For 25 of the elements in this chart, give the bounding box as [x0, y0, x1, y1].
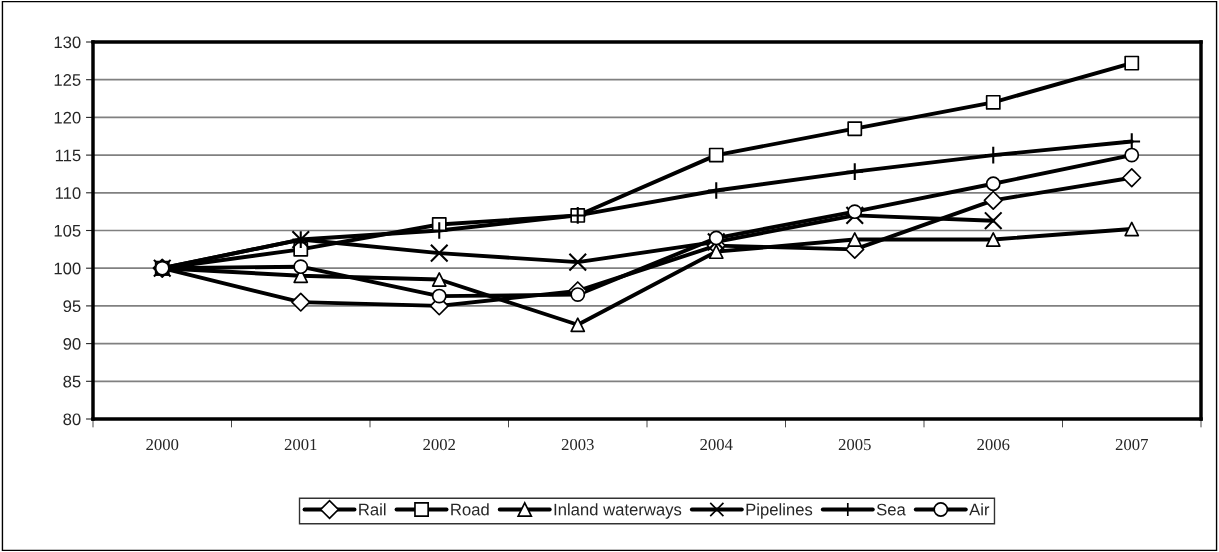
y-tick-label: 125	[54, 74, 81, 86]
x-tick-label: 2000	[146, 438, 179, 451]
legend-label: Rail	[359, 503, 386, 516]
x-tick-label: 2001	[284, 438, 317, 451]
x-tick-label: 2004	[700, 438, 733, 451]
y-tick-label: 80	[63, 413, 81, 426]
legend-label: Air	[969, 503, 990, 516]
y-tick-label: 95	[63, 300, 81, 313]
y-tick-label: 130	[54, 36, 81, 49]
x-tick-label: 2002	[423, 438, 455, 451]
x-tick-label: 2003	[561, 438, 594, 451]
y-tick-label: 115	[55, 149, 81, 162]
y-tick-label: 100	[54, 262, 81, 275]
y-tick-label: 85	[63, 375, 81, 388]
legend-label: Road	[451, 503, 489, 516]
x-tick-label: 2006	[977, 438, 1010, 451]
legend-label: Inland waterways	[554, 503, 682, 519]
x-tick-label: 2007	[1115, 438, 1148, 451]
y-tick-label: 120	[54, 111, 81, 124]
legend-label: Sea	[876, 503, 906, 516]
y-tick-label: 105	[54, 224, 81, 237]
x-tick-label: 2005	[838, 438, 871, 451]
y-tick-label: 90	[63, 338, 81, 350]
legend-label: Pipelines	[746, 503, 813, 519]
y-tick-label: 110	[55, 187, 81, 199]
